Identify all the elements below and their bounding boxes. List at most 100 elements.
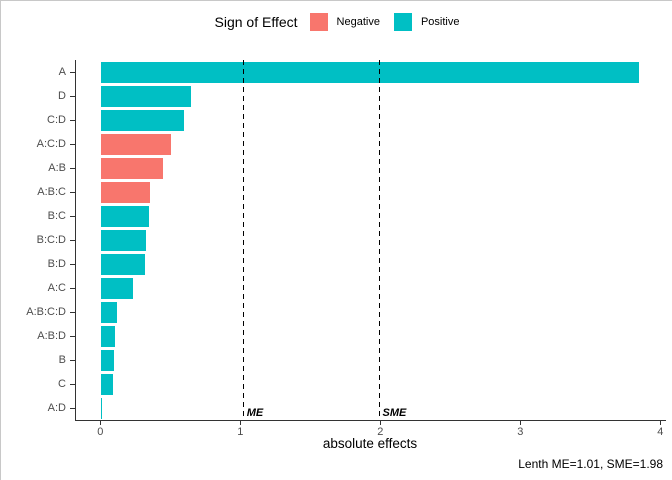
y-axis-tick <box>70 407 75 409</box>
y-axis-label: B:C:D <box>36 234 66 246</box>
y-axis-row: B <box>1 348 75 372</box>
y-axis-tick <box>70 239 75 241</box>
y-axis-tick <box>70 71 75 73</box>
y-axis-row: A:B:C <box>1 180 75 204</box>
bar-row <box>76 84 666 108</box>
y-axis-tick <box>70 263 75 265</box>
y-axis-label: A:C:D <box>36 138 66 150</box>
y-axis-row: A:B:C:D <box>1 300 75 324</box>
bar-ABCD <box>101 301 117 323</box>
legend-swatch-positive-icon <box>393 13 412 31</box>
bar-D <box>101 85 191 107</box>
x-axis-title: absolute effects <box>322 436 418 451</box>
y-axis-row: A:C:D <box>1 132 75 156</box>
y-axis-label: C <box>58 378 66 390</box>
y-axis-label: A:D <box>47 402 66 414</box>
y-axis-label: A:B:D <box>37 330 66 342</box>
y-axis-tick <box>70 191 75 193</box>
y-axis-tick <box>70 95 75 97</box>
bar-AC <box>101 277 134 299</box>
y-axis-tick <box>70 383 75 385</box>
y-axis-tick <box>70 359 75 361</box>
y-axis-labels: A D C:D A:C:D A:B A:B:C B:C B:C:D B:D A:C A:B:C:D A… <box>1 60 75 420</box>
y-axis-row: C:D <box>1 108 75 132</box>
y-axis-row: A:D <box>1 396 75 420</box>
x-axis-tick-label: 2 <box>377 426 384 438</box>
bar-row <box>76 276 666 300</box>
bar-row <box>76 180 666 204</box>
y-axis-row: C <box>1 372 75 396</box>
bar-row <box>76 324 666 348</box>
bar-row <box>76 252 666 276</box>
y-axis-label: B:D <box>47 258 66 270</box>
reference-line-label: SME <box>382 407 407 419</box>
bar-AD <box>101 397 102 419</box>
y-axis-tick <box>70 335 75 337</box>
bar-row <box>76 348 666 372</box>
bar-AB <box>101 157 163 179</box>
y-axis-row: A:B:D <box>1 324 75 348</box>
bar-ACD <box>101 133 172 155</box>
legend-item-positive: Positive <box>393 13 460 31</box>
x-axis-tick <box>240 421 242 425</box>
legend-items: Negative Positive <box>309 13 460 31</box>
legend: Sign of Effect Negative Positive <box>1 7 672 37</box>
reference-line-me <box>242 60 244 420</box>
x-axis-tick <box>380 421 382 425</box>
y-axis-label: A:C <box>47 282 66 294</box>
bar-row <box>76 396 666 420</box>
bar-row <box>76 60 666 84</box>
legend-item-label: Positive <box>420 16 460 28</box>
bar-row <box>76 156 666 180</box>
y-axis-tick <box>70 215 75 217</box>
y-axis-row: A:C <box>1 276 75 300</box>
y-axis-tick <box>70 143 75 145</box>
y-axis-label: B <box>58 354 66 366</box>
bar-BCD <box>101 229 147 251</box>
bar-B <box>101 349 114 371</box>
bar-CD <box>101 109 184 131</box>
x-axis-tick-label: 4 <box>657 426 664 438</box>
bar-row <box>76 132 666 156</box>
y-axis-tick <box>70 167 75 169</box>
bar-row <box>76 228 666 252</box>
bar-row <box>76 108 666 132</box>
legend-title: Sign of Effect <box>214 14 298 30</box>
bar-ABC <box>101 181 151 203</box>
y-axis-row: A:B <box>1 156 75 180</box>
reference-line-label: ME <box>246 407 264 419</box>
y-axis-label: B:C <box>47 210 66 222</box>
y-axis-row: D <box>1 84 75 108</box>
bar-ABD <box>101 325 116 347</box>
y-axis-row: B:C <box>1 204 75 228</box>
y-axis-tick <box>70 287 75 289</box>
legend-item-negative: Negative <box>309 13 380 31</box>
y-axis-label: A <box>58 66 66 78</box>
x-axis-tick <box>100 421 102 425</box>
x-axis-tick <box>660 421 662 425</box>
bar-BD <box>101 253 145 275</box>
x-axis-tick-label: 0 <box>97 426 104 438</box>
y-axis-row: A <box>1 60 75 84</box>
bar-row <box>76 204 666 228</box>
y-axis-label: A:B <box>48 162 66 174</box>
bar-row <box>76 300 666 324</box>
y-axis-row: B:D <box>1 252 75 276</box>
y-axis-label: A:B:C <box>37 186 66 198</box>
caption-lenth-values: Lenth ME=1.01, SME=1.98 <box>518 457 663 471</box>
legend-item-label: Negative <box>336 16 380 28</box>
x-axis: 0 1 2 3 4 <box>75 421 665 441</box>
plot-panel: ME SME <box>75 60 666 421</box>
legend-swatch-negative-icon <box>309 13 328 31</box>
y-axis-tick <box>70 311 75 313</box>
x-axis-tick-label: 3 <box>517 426 524 438</box>
bar-C <box>101 373 114 395</box>
y-axis-label: D <box>58 90 66 102</box>
x-axis-tick-label: 1 <box>237 426 244 438</box>
bar-row <box>76 372 666 396</box>
bar-A <box>101 61 639 83</box>
y-axis-label: A:B:C:D <box>26 306 66 318</box>
y-axis-tick <box>70 119 75 121</box>
reference-line-sme <box>378 60 380 420</box>
